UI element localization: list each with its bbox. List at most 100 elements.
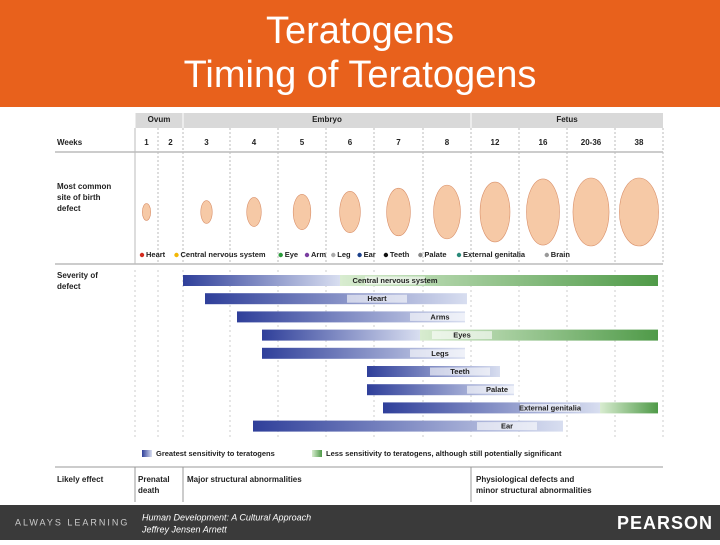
severity-bar <box>237 311 465 323</box>
week-label: 4 <box>252 138 257 147</box>
period-label: Embryo <box>312 115 342 124</box>
period-label: Ovum <box>148 115 171 124</box>
bar-label: Central nervous system <box>352 276 437 285</box>
severity-bar <box>383 402 600 414</box>
header-band <box>0 0 720 107</box>
week-label: 3 <box>204 138 209 147</box>
site-dot <box>456 252 462 258</box>
bar-label: Arms <box>430 312 449 321</box>
row-label: Weeks <box>57 138 83 147</box>
site-dot <box>544 252 549 258</box>
figure-bg <box>55 108 665 503</box>
bar-label: Teeth <box>450 367 470 376</box>
site-dot <box>357 252 362 258</box>
bar-label-box <box>467 385 527 394</box>
bar-label-box <box>430 367 490 376</box>
embryo-figure <box>246 197 262 227</box>
footer-tagline: ALWAYS LEARNING <box>15 517 129 527</box>
bar-label: Legs <box>431 349 449 358</box>
site-dot <box>278 252 283 258</box>
severity-bar-tail <box>340 275 658 286</box>
bar-label-box <box>365 276 425 285</box>
embryo-figure <box>386 187 411 237</box>
embryo-figure <box>142 203 152 221</box>
bar-label-box <box>477 422 537 431</box>
severity-bar <box>367 384 514 396</box>
embryo-figure <box>339 190 361 234</box>
effect-label: death <box>138 486 159 495</box>
week-label: 16 <box>539 138 548 147</box>
footer-citation: Human Development: A Cultural Approach <box>142 512 311 522</box>
embryo-figure <box>526 178 560 246</box>
week-label: 7 <box>396 138 401 147</box>
week-label: 12 <box>491 138 500 147</box>
site-label: Eye <box>285 250 298 259</box>
severity-bar <box>262 347 465 359</box>
bar-label-box <box>520 403 580 412</box>
embryo-figure <box>433 184 461 240</box>
effect-label: minor structural abnormalities <box>476 486 592 495</box>
site-dot <box>139 252 145 258</box>
legend-swatch <box>312 450 322 457</box>
bar-label-box <box>410 312 470 321</box>
site-label: Leg <box>337 250 351 259</box>
bar-label: Palate <box>486 385 508 394</box>
week-label: 20-36 <box>581 138 602 147</box>
site-dot <box>304 252 310 258</box>
embryo-figure <box>479 181 511 243</box>
site-label: Central nervous system <box>181 250 266 259</box>
effect-label: Major structural abnormalities <box>187 475 302 484</box>
bar-label: External genitalia <box>519 403 582 412</box>
site-dot <box>331 252 336 258</box>
embryo-figure <box>619 177 659 247</box>
severity-bar-tail <box>420 329 658 341</box>
site-label: Arm <box>311 250 326 259</box>
severity-bar <box>183 275 340 286</box>
title-line: Timing of Teratogens <box>184 54 537 96</box>
week-label: 1 <box>144 138 149 147</box>
embryo-figure <box>200 200 213 224</box>
effect-label: Prenatal <box>138 475 170 484</box>
week-label: 5 <box>300 138 305 147</box>
severity-bar <box>205 293 467 305</box>
footer-citation: Jeffrey Jensen Arnett <box>141 524 227 534</box>
period-row <box>135 113 663 128</box>
row-label: site of birth <box>57 193 101 202</box>
effect-label: Physiological defects and <box>476 475 574 484</box>
legend-swatch <box>142 450 152 457</box>
embryo-figure <box>572 177 610 247</box>
footer-band <box>0 505 720 540</box>
footer-brand: PEARSON <box>617 513 713 533</box>
site-label: Teeth <box>390 250 410 259</box>
week-label: 2 <box>168 138 173 147</box>
week-label: 38 <box>635 138 644 147</box>
bar-label: Ear <box>501 422 513 431</box>
bar-label: Heart <box>367 294 387 303</box>
site-label: Ear <box>364 250 376 259</box>
bar-label-box <box>347 294 407 303</box>
site-dot <box>418 252 423 258</box>
legend-label: Less sensitivity to teratogens, although… <box>326 449 562 458</box>
row-label: defect <box>57 282 81 291</box>
site-dot <box>383 252 389 258</box>
site-label: Brain <box>551 250 571 259</box>
site-label: External genitalia <box>463 250 526 259</box>
title-line: Teratogens <box>266 10 454 52</box>
embryo-figure <box>292 194 312 230</box>
legend-label: Greatest sensitivity to teratogens <box>156 449 275 458</box>
bar-label: Eyes <box>453 331 471 340</box>
week-label: 8 <box>445 138 450 147</box>
bar-label-box <box>410 349 470 358</box>
week-label: 6 <box>348 138 353 147</box>
site-label: Palate <box>424 250 446 259</box>
severity-bar <box>253 420 563 432</box>
severity-bar <box>262 329 420 341</box>
row-label: defect <box>57 204 81 213</box>
row-label: Severity of <box>57 271 98 280</box>
row-label: Most common <box>57 182 111 191</box>
severity-bar-tail <box>600 402 658 414</box>
site-label: Heart <box>146 250 166 259</box>
bar-label-box <box>432 331 492 340</box>
